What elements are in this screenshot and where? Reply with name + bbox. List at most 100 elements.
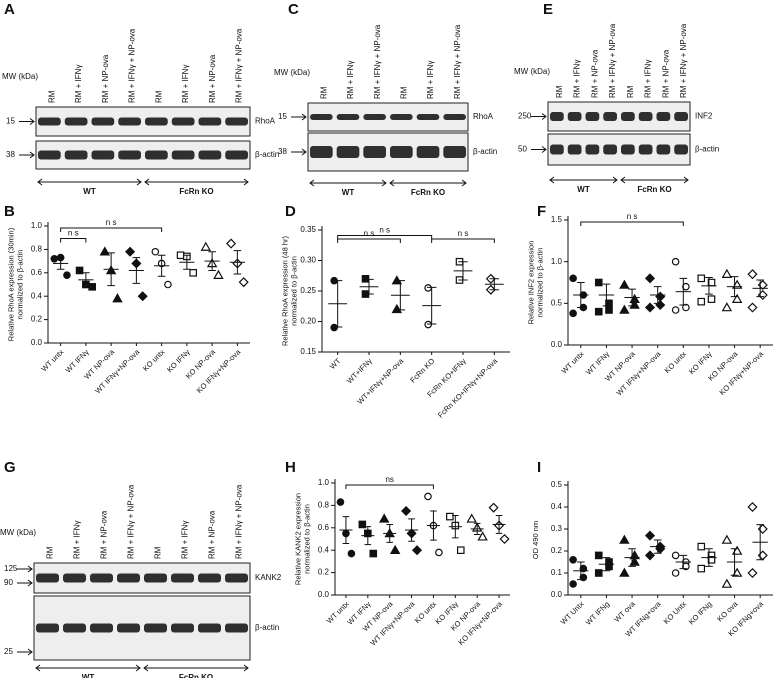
blot-band <box>656 112 671 121</box>
y-tick-label: 0.2 <box>551 546 563 555</box>
panel-label: G <box>4 459 16 476</box>
data-point <box>707 555 716 564</box>
significance-label: n s <box>364 229 375 238</box>
data-point <box>619 534 630 544</box>
blot-band <box>117 573 140 583</box>
blot-band <box>550 144 564 155</box>
x-tick-label: WT <box>328 356 343 371</box>
lane-label: RM + NP-ova <box>101 54 110 103</box>
data-point <box>164 280 172 289</box>
error-bar <box>408 518 415 542</box>
blot-band <box>64 117 88 126</box>
data-point <box>747 302 758 313</box>
blot-band <box>550 112 564 121</box>
blot-band <box>225 117 248 126</box>
lane-label: RM + NP-ova <box>661 49 670 98</box>
group-arrow <box>389 179 467 187</box>
lane-label: RM <box>154 90 163 103</box>
error-bar <box>208 251 216 271</box>
y-tick-label: 0.2 <box>31 315 43 324</box>
x-tick-label: FcRn KO <box>408 356 436 384</box>
error-bar <box>730 548 739 576</box>
panel-label: F <box>537 203 546 220</box>
lane-label: RM + IFNγ <box>181 65 190 103</box>
blot-band <box>118 150 141 160</box>
blot-band <box>336 146 360 158</box>
data-point <box>466 513 477 523</box>
blot-strip <box>307 102 469 132</box>
blot-band <box>336 114 360 120</box>
y-axis-label: normalized to β-actin <box>289 256 298 326</box>
data-point <box>401 505 412 517</box>
blot-band <box>443 114 466 120</box>
panel-label: C <box>288 1 299 18</box>
band-name: β-actin <box>695 145 719 154</box>
error-bar <box>756 279 765 298</box>
lane-label: RM + IFNγ + NP-ova <box>235 28 244 103</box>
y-tick-label: 0.0 <box>551 340 563 349</box>
group-label: FcRn KO <box>179 187 213 196</box>
data-point <box>151 247 160 256</box>
lane-label: RM + NP-ova <box>100 510 109 559</box>
data-point <box>446 512 454 521</box>
y-tick-label: 0.2 <box>318 568 330 577</box>
significance-label: n s <box>379 226 390 235</box>
y-axis-label: normalized to β-actin <box>15 250 24 320</box>
y-tick-label: 0.0 <box>31 338 43 347</box>
blot-band <box>603 112 617 121</box>
data-point <box>594 278 603 287</box>
data-point <box>75 266 84 275</box>
lane-label: RM + NP-ova <box>590 49 599 98</box>
lane-label: RM + IFNγ + NP-ova <box>235 484 244 559</box>
blot-band <box>145 117 168 126</box>
mw-marker: 90 <box>4 578 13 587</box>
data-point <box>579 573 588 582</box>
data-point <box>378 513 390 523</box>
x-tick-label: WT IFNγ+NP-ova <box>93 347 142 396</box>
significance-label: n s <box>458 229 469 238</box>
mw-marker: 15 <box>278 112 287 121</box>
x-tick-label: WT untx <box>560 349 586 375</box>
data-point <box>594 569 603 577</box>
lane-label: RM <box>47 90 56 103</box>
y-tick-label: 0.4 <box>318 545 330 554</box>
blot-band <box>38 150 61 160</box>
data-point <box>369 549 378 558</box>
error-bar <box>82 272 90 288</box>
blot-band <box>198 573 221 583</box>
data-point <box>747 501 758 513</box>
data-point <box>707 295 716 303</box>
error-bar <box>364 526 372 546</box>
significance-bracket <box>337 238 401 243</box>
lane-label: RM <box>399 86 408 99</box>
blot-band <box>621 112 635 121</box>
data-point <box>435 548 443 557</box>
y-tick-label: 0.5 <box>551 298 563 307</box>
blot-band <box>63 623 86 633</box>
blot-band <box>674 144 688 155</box>
data-point <box>424 320 432 329</box>
data-point <box>594 551 603 560</box>
blot-band <box>91 117 115 126</box>
x-tick-label: WT IFNg <box>584 599 611 626</box>
data-point <box>424 492 432 501</box>
data-point <box>697 297 706 306</box>
data-point <box>389 544 401 554</box>
y-tick-label: 0.6 <box>318 523 330 532</box>
group-arrow <box>144 178 249 186</box>
blot-band <box>390 114 413 120</box>
blot-band <box>171 573 194 583</box>
error-bar <box>576 282 585 308</box>
band-name: β-actin <box>255 623 279 632</box>
data-point <box>125 246 136 257</box>
data-point <box>721 302 733 312</box>
y-tick-label: 1.5 <box>551 215 563 224</box>
data-point <box>619 567 630 577</box>
data-point <box>88 283 96 291</box>
axes <box>47 222 250 344</box>
error-bar <box>458 261 468 281</box>
data-point <box>721 578 733 588</box>
lane-label: RM + IFNγ <box>644 60 653 98</box>
data-point <box>50 254 59 263</box>
